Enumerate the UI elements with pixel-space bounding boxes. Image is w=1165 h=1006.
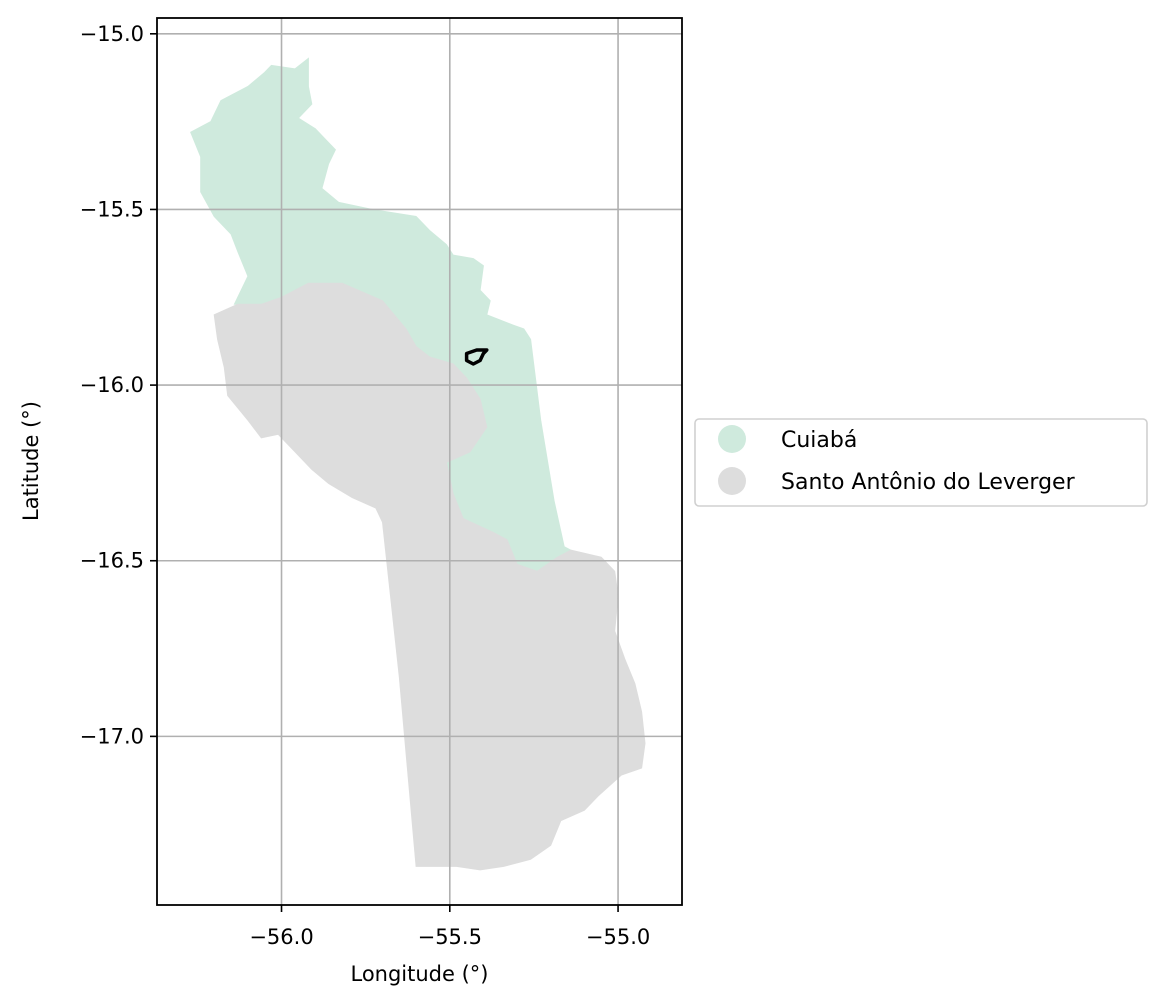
highlight-polygon	[464, 348, 489, 366]
region-santo-antonio-do-leverger	[213, 282, 646, 871]
y-tick-label: −15.0	[80, 22, 144, 46]
y-tick-label: −15.5	[80, 197, 144, 221]
legend-marker-santo-antonio	[718, 467, 746, 495]
axis-ticks: −56.0 −55.5 −55.0 −15.0 −15.5 −16.0 −16.5 −17.0	[80, 22, 651, 949]
x-tick-label: −55.5	[418, 925, 482, 949]
y-tick-label: −17.0	[80, 724, 144, 748]
legend-box	[694, 418, 1148, 507]
legend-marker-cuiaba	[718, 425, 746, 453]
y-tick-label: −16.5	[80, 549, 144, 573]
legend-label-cuiaba: Cuiabá	[781, 428, 857, 453]
x-tick-label: −55.0	[586, 925, 650, 949]
map-regions	[190, 57, 646, 871]
x-axis-label: Longitude (°)	[350, 962, 488, 986]
x-tick-label: −56.0	[249, 925, 313, 949]
legend: Cuiabá Santo Antônio do Leverger	[694, 418, 1148, 507]
map-grid	[157, 18, 682, 905]
y-tick-label: −16.0	[80, 373, 144, 397]
highlight-outline	[464, 348, 489, 366]
legend-label-santo-antonio: Santo Antônio do Leverger	[781, 470, 1076, 495]
axes-frame	[156, 17, 683, 906]
y-axis-label: Latitude (°)	[19, 401, 43, 521]
